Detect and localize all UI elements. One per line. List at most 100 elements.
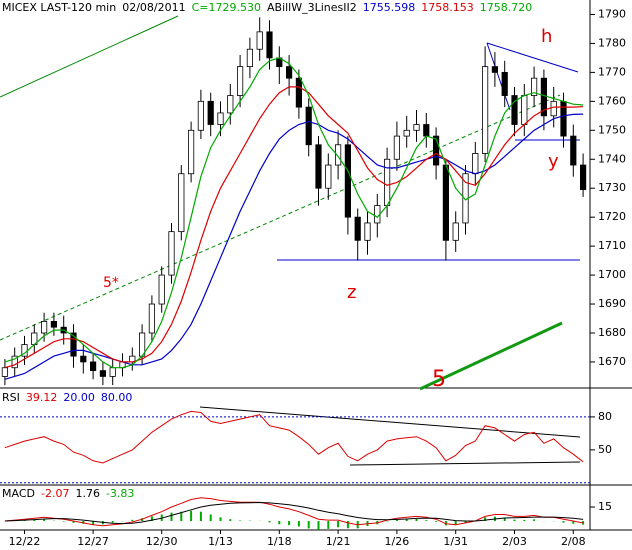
candle-body xyxy=(531,77,538,96)
candle-body xyxy=(11,355,18,369)
histogram-bar xyxy=(170,512,173,522)
candle-body xyxy=(1,367,8,377)
candle-body xyxy=(452,222,459,241)
candle-body xyxy=(50,321,57,328)
trend-line xyxy=(419,321,563,391)
candle-body xyxy=(501,71,508,96)
histogram-bar xyxy=(229,519,232,522)
rsi-header: RSI 39.12 20.00 80.00 xyxy=(2,391,139,405)
annotation: 5 xyxy=(432,367,446,392)
trend-line xyxy=(0,94,561,341)
histogram-bar xyxy=(415,518,418,522)
moving-average xyxy=(4,57,584,369)
histogram-bar xyxy=(288,521,291,526)
candle-body xyxy=(491,66,498,73)
candle-body xyxy=(227,95,234,114)
histogram-bar xyxy=(562,521,565,523)
candle-body xyxy=(570,135,577,166)
y-tick-label: 1740 xyxy=(598,152,626,165)
x-tick-label: 1/13 xyxy=(208,535,233,548)
histogram-bar xyxy=(180,511,183,522)
triangle-line xyxy=(486,42,579,73)
candle-body xyxy=(168,231,175,276)
x-tick-label: 1/26 xyxy=(385,535,410,548)
candle-body xyxy=(335,144,342,166)
trend-line xyxy=(0,15,179,98)
x-tick-label: 1/18 xyxy=(267,535,292,548)
y-tick-label: 1780 xyxy=(598,36,626,49)
histogram-bar xyxy=(425,520,428,522)
y-tick-label: 1680 xyxy=(598,326,626,339)
histogram-bar xyxy=(523,519,526,522)
macd-header: MACD -2.07 1.76 -3.83 xyxy=(2,487,141,501)
histogram-bar xyxy=(297,521,300,527)
x-tick-label: 1/21 xyxy=(326,535,351,548)
header-level: 80.00 xyxy=(100,391,133,404)
histogram-bar xyxy=(199,511,202,522)
triangle-line xyxy=(486,42,511,111)
histogram-bar xyxy=(209,514,212,522)
histogram-bar xyxy=(513,519,516,522)
histogram-bar xyxy=(533,519,536,522)
histogram-bar xyxy=(219,517,222,522)
macd-line xyxy=(4,497,584,527)
histogram-bar xyxy=(43,519,46,522)
candle-body xyxy=(217,112,224,125)
candle-body xyxy=(433,135,440,166)
histogram-bar xyxy=(503,517,506,522)
header-value: 1758.720 xyxy=(479,1,533,14)
histogram-bar xyxy=(239,520,242,522)
candle-body xyxy=(511,95,518,125)
y-tick-label: 1720 xyxy=(598,210,626,223)
candle-body xyxy=(286,66,293,79)
y-tick-label: 1730 xyxy=(598,181,626,194)
rsi-trend-line xyxy=(199,406,581,438)
marks: 1670 1680 1690 1700 1710 1720 1730 1740 1750 1760… xyxy=(0,7,626,548)
histogram-bar xyxy=(572,521,575,524)
histogram-bar xyxy=(346,521,349,529)
candle-body xyxy=(99,370,106,377)
x-tick-label: 12/27 xyxy=(77,535,109,548)
x-tick-label: 12/22 xyxy=(9,535,41,548)
candle-body xyxy=(80,355,87,363)
candle-body xyxy=(384,158,391,206)
y-tick-label: 80 xyxy=(598,410,612,423)
y-tick-label: 1770 xyxy=(598,65,626,78)
histogram-bar xyxy=(444,521,447,526)
candle-body xyxy=(70,332,77,357)
histogram-bar xyxy=(72,521,75,523)
histogram-bar xyxy=(131,519,134,522)
rsi-line xyxy=(4,410,584,464)
y-tick-label: 1760 xyxy=(598,94,626,107)
annotation: y xyxy=(548,151,559,172)
candle-body xyxy=(109,367,116,377)
annotation: 5* xyxy=(103,275,119,291)
histogram-bar xyxy=(33,519,36,522)
header-value: 1755.598 xyxy=(362,1,416,14)
candle-body xyxy=(482,66,489,154)
y-tick-label: 1710 xyxy=(598,239,626,252)
candle-body xyxy=(344,144,351,218)
header-date: 02/08/2011 xyxy=(122,1,186,14)
y-tick-label: 50 xyxy=(598,443,612,456)
candle-body xyxy=(403,129,410,137)
y-tick-label: 1790 xyxy=(598,7,626,20)
candle-body xyxy=(188,129,195,175)
x-tick-label: 2/03 xyxy=(502,535,527,548)
x-tick-label: 2/08 xyxy=(561,535,586,548)
candle-body xyxy=(472,153,479,175)
header-title: MACD xyxy=(2,487,35,500)
candle-body xyxy=(540,77,547,117)
header-value: -3.83 xyxy=(105,487,135,500)
histogram-bar xyxy=(150,516,153,522)
header-value: 39.12 xyxy=(25,391,58,404)
histogram-bar xyxy=(337,521,340,528)
rsi-trend-line xyxy=(349,461,581,466)
header-level: 20.00 xyxy=(63,391,95,404)
header-indicator: ABillW_3LinesII2 xyxy=(267,1,357,14)
candle-body xyxy=(158,274,165,305)
histogram-bar xyxy=(278,521,281,525)
header-value: 1.76 xyxy=(75,487,100,500)
